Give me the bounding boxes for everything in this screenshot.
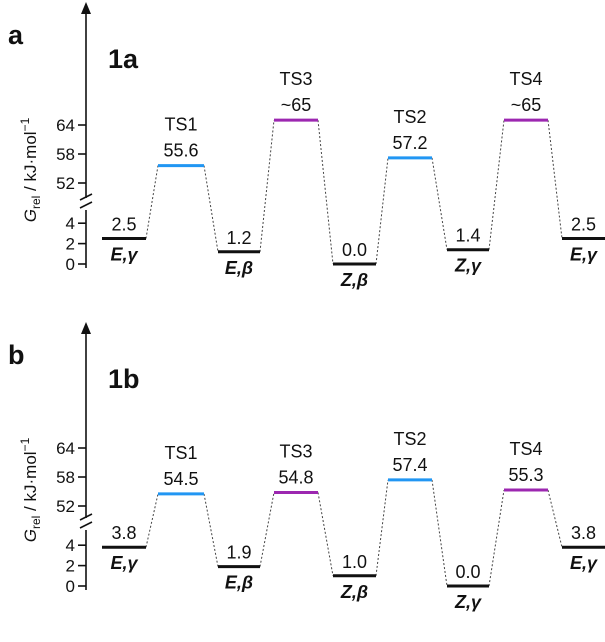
y-axis-label-sup: −1 [18, 437, 32, 451]
ts-name-label: TS1 [164, 115, 197, 135]
y-tick-label: 4 [66, 214, 75, 233]
axis-break-mark [79, 193, 93, 201]
energy-value-label: 1.4 [455, 226, 480, 246]
energy-value-label: ~65 [511, 95, 542, 115]
y-tick-label: 58 [56, 145, 75, 164]
connector-line [547, 120, 563, 239]
connector-line [317, 120, 334, 265]
state-label: E,γ [570, 553, 598, 573]
energy-value-label: 1.0 [342, 552, 367, 572]
connector-line [488, 120, 505, 250]
panel-a: a 1a 02 4 52 58 64 Grel / kJ·mol−1 2.5 E,γ TS1 55.6… [8, 2, 605, 290]
y-axis-label-sub: rel [29, 516, 43, 529]
connector-line [431, 157, 448, 250]
connector-line [145, 493, 159, 548]
state-label: Z,γ [454, 256, 482, 276]
ts-name-label: TS2 [393, 429, 426, 449]
connector-line [488, 489, 505, 587]
y-tick-label: 4 [66, 536, 75, 555]
y-axis-label: Grel / kJ·mol−1 [18, 437, 43, 542]
y-tick-label: 52 [56, 174, 75, 193]
y-axis-label: Grel / kJ·mol−1 [18, 117, 43, 222]
energy-value-label: 55.3 [508, 465, 543, 485]
ts-name-label: TS1 [164, 443, 197, 463]
state-label: E,γ [570, 245, 598, 265]
panel-letter: a [8, 20, 24, 50]
state-label: Z,β [340, 270, 368, 290]
state-label: E,β [225, 573, 253, 593]
y-tick-label: 0 [66, 255, 75, 274]
energy-value-label: 1.2 [226, 228, 251, 248]
energy-value-label: 0.0 [342, 240, 367, 260]
connector-line [259, 120, 275, 252]
state-label: Z,β [340, 582, 368, 602]
connector-line [375, 479, 389, 576]
energy-value-label: 54.5 [163, 469, 198, 489]
y-tick-label: 58 [56, 468, 75, 487]
panel-title: 1a [108, 44, 139, 74]
connector-line [431, 479, 448, 587]
panel-letter: b [8, 340, 25, 370]
ts-name-label: TS4 [509, 69, 542, 89]
connector-line [259, 492, 275, 567]
connector-line [317, 492, 334, 576]
y-axis-label-unit: / kJ·mol [21, 451, 40, 515]
y-tick-label: 52 [56, 497, 75, 516]
energy-value-label: 57.2 [392, 133, 427, 153]
energy-value-label: 57.4 [392, 455, 427, 475]
ts-name-label: TS3 [279, 69, 312, 89]
y-tick-label: 2 [66, 557, 75, 576]
y-axis-label-main: G [21, 529, 40, 542]
y-tick-label: 0 [66, 577, 75, 596]
ts-name-label: TS4 [509, 439, 542, 459]
axis-break-mark [79, 201, 93, 209]
connector-line [145, 165, 159, 239]
state-label: E,γ [110, 553, 138, 573]
ts-name-label: TS3 [279, 441, 312, 461]
axis-break-mark [79, 521, 93, 529]
y-tick-label: 2 [66, 235, 75, 254]
connector-line [547, 489, 563, 548]
energy-value-label: 1.9 [226, 543, 251, 563]
y-axis-label-unit: / kJ·mol [21, 131, 40, 195]
connector-line [375, 157, 389, 265]
energy-value-label: 54.8 [278, 467, 313, 487]
energy-value-label: 3.8 [571, 523, 596, 543]
axis-break-mark [79, 513, 93, 521]
energy-value-label: 3.8 [111, 523, 136, 543]
energy-value-label: 2.5 [571, 215, 596, 235]
state-label: E,β [225, 258, 253, 278]
y-axis-arrow [81, 2, 91, 14]
energy-value-label: 55.6 [163, 141, 198, 161]
energy-value-label: 0.0 [455, 562, 480, 582]
panel-title: 1b [108, 364, 140, 394]
state-label: Z,γ [454, 592, 482, 612]
ts-name-label: TS2 [393, 107, 426, 127]
energy-value-label: ~65 [281, 95, 312, 115]
panel-b: b 1b 02 4 52 58 64 Grel / kJ·mol−1 3.8 E,γ TS1 54.5… [8, 322, 605, 612]
energy-value-label: 2.5 [111, 215, 136, 235]
y-axis-label-sup: −1 [18, 117, 32, 131]
y-axis-arrow [81, 322, 91, 334]
y-axis-label-sub: rel [29, 196, 43, 209]
y-tick-label: 64 [56, 439, 75, 458]
connector-line [203, 493, 219, 567]
connector-line [203, 165, 219, 252]
y-axis-label-main: G [21, 209, 40, 222]
state-label: E,γ [110, 245, 138, 265]
y-tick-label: 64 [56, 116, 75, 135]
